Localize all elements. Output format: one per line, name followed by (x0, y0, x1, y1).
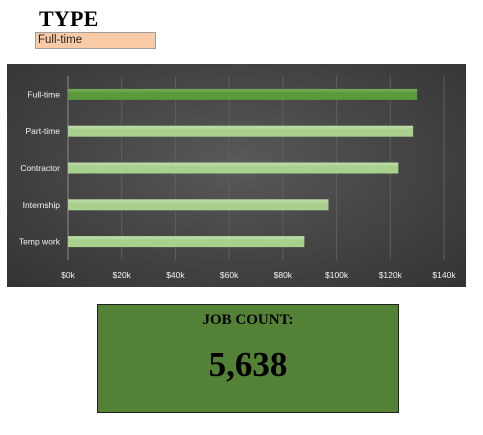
x-tick-label: $140k (432, 270, 456, 280)
job-count-value: 5,638 (208, 345, 288, 384)
x-tick-label: $20k (112, 270, 131, 280)
x-tick-label: $120k (379, 270, 403, 280)
bar-sheen (68, 199, 329, 203)
category-label: Internship (23, 200, 61, 210)
bar-temp-work[interactable] (68, 236, 305, 248)
category-label: Part-time (26, 126, 61, 136)
bar-part-time[interactable] (68, 125, 414, 137)
category-label: Contractor (20, 163, 60, 173)
category-label: Temp work (19, 237, 61, 247)
type-slicer-title: TYPE (39, 6, 99, 31)
x-tick-label: $0k (61, 270, 75, 280)
bar-internship[interactable] (68, 199, 329, 211)
category-label: Full-time (27, 89, 60, 99)
bar-chart-svg: $0k $20k $40k $60k $80k $100k $120k $140k Full-t… (19, 76, 456, 280)
bar-full-time[interactable] (68, 88, 418, 100)
x-tick-label: $40k (166, 270, 185, 280)
job-count-card: JOB COUNT: 5,638 (97, 304, 399, 413)
bar-contractor[interactable] (68, 162, 399, 174)
salary-by-type-chart: $0k $20k $40k $60k $80k $100k $120k $140k Full-t… (7, 64, 466, 287)
bar-sheen (68, 162, 399, 166)
x-tick-label: $100k (325, 270, 349, 280)
bar-sheen (68, 88, 418, 92)
bar-sheen (68, 125, 414, 129)
type-filter-cell[interactable]: Full-time (35, 32, 156, 49)
bar-sheen (68, 236, 305, 240)
job-count-label: JOB COUNT: (202, 312, 294, 328)
x-tick-label: $80k (274, 270, 293, 280)
x-tick-label: $60k (220, 270, 239, 280)
